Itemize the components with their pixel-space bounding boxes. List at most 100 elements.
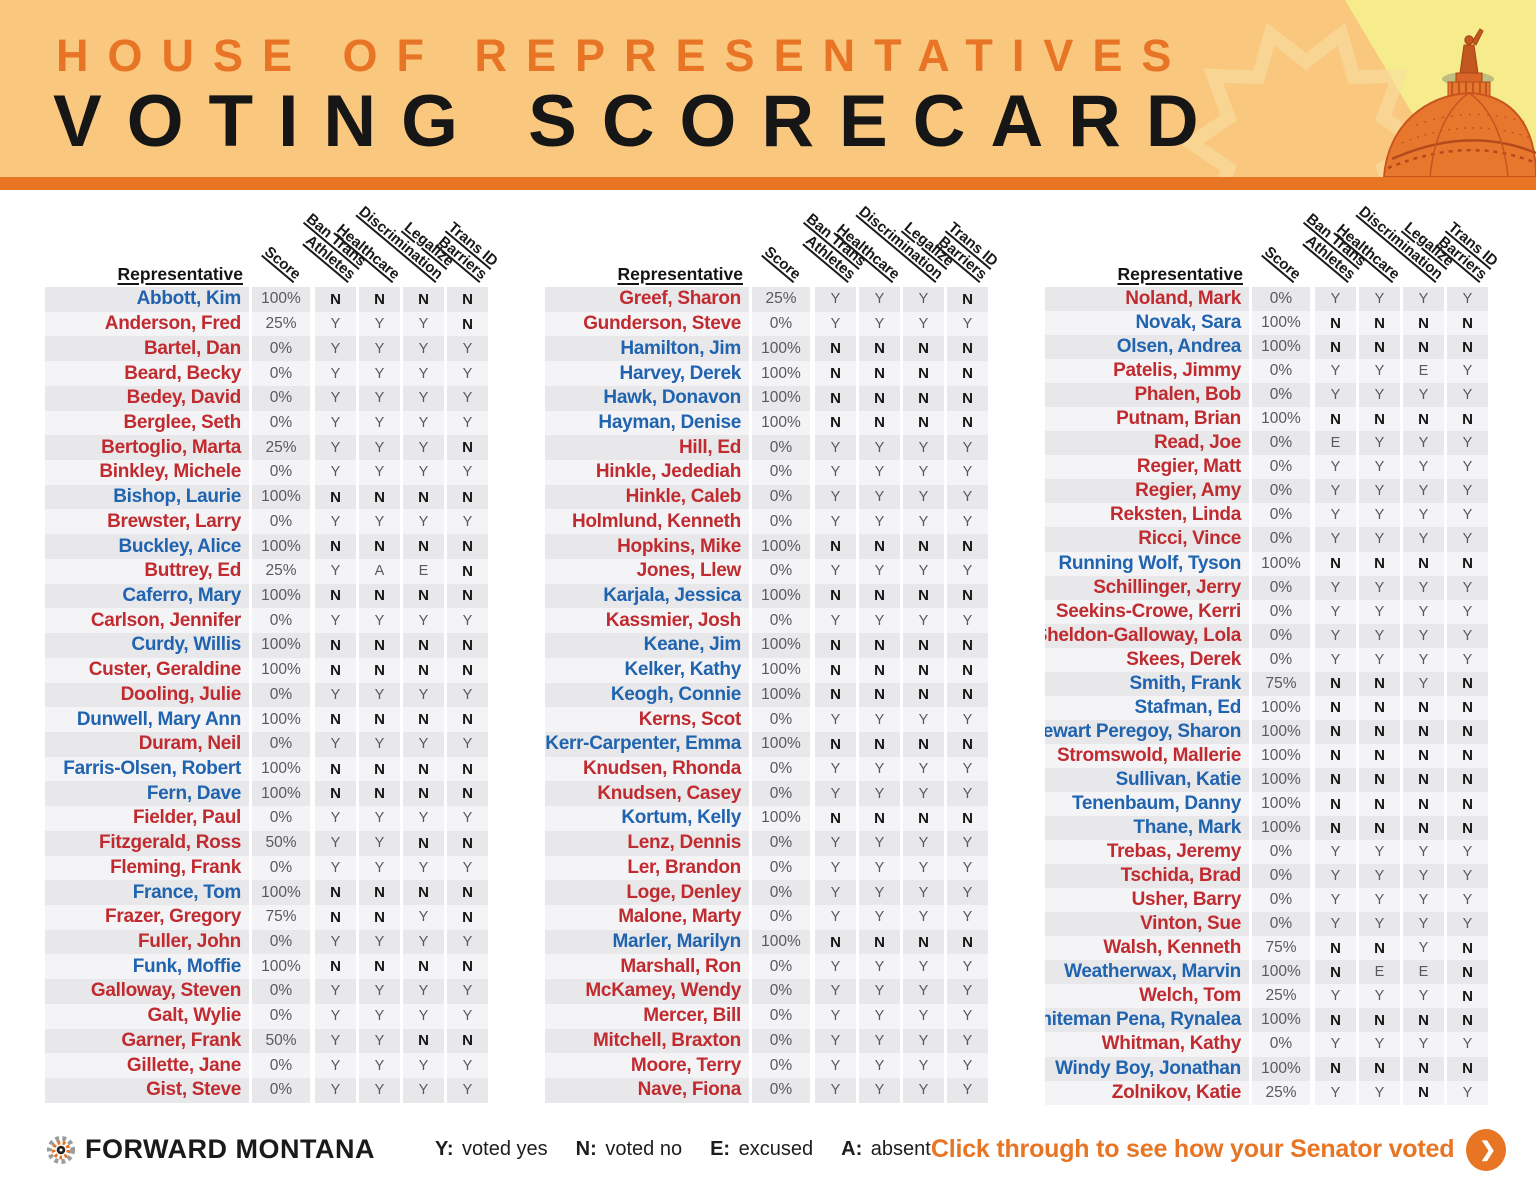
vote-value: N — [315, 657, 356, 683]
senator-scorecard-link[interactable]: Click through to see how your Senator vo… — [931, 1128, 1507, 1171]
representative-name: Sullivan, Katie — [1045, 767, 1249, 792]
vote-value: Y — [947, 435, 988, 461]
representative-name: Loge, Denley — [545, 880, 749, 905]
vote-value: N — [903, 385, 944, 411]
vote-value: Y — [1403, 936, 1444, 961]
vote-value: N — [859, 731, 900, 757]
legend-item: A: absent — [841, 1138, 931, 1161]
vote-value: N — [447, 657, 488, 683]
legend-label: absent — [865, 1138, 931, 1161]
table-row: Ricci, Vince 0% Y Y Y Y — [1045, 527, 1490, 552]
vote-value: N — [815, 583, 856, 609]
vote-value: Y — [1447, 479, 1488, 504]
score-value: 0% — [252, 731, 310, 757]
table-row: Funk, Moffie 100% N N N N — [45, 954, 490, 980]
table-row: France, Tom 100% N N N N — [45, 880, 490, 905]
vote-value: N — [447, 781, 488, 807]
vote-value: Y — [315, 1003, 356, 1029]
vote-value: Y — [403, 682, 444, 708]
vote-value: Y — [359, 361, 400, 386]
vote-value: Y — [947, 608, 988, 634]
representative-name: Bertoglio, Marta — [45, 435, 249, 461]
representative-name: Caferro, Mary — [45, 583, 249, 609]
table-row: Brewster, Larry 0% Y Y Y Y — [45, 509, 490, 535]
vote-value: N — [1315, 695, 1356, 720]
representative-name: Jones, Llew — [545, 558, 749, 584]
vote-value: Y — [1447, 623, 1488, 648]
score-value: 100% — [252, 781, 310, 807]
score-value: 0% — [752, 781, 810, 807]
vote-value: Y — [859, 904, 900, 930]
vote-value: N — [859, 385, 900, 411]
representative-name: Phalen, Bob — [1045, 383, 1249, 408]
vote-value: N — [359, 583, 400, 609]
vote-value: Y — [859, 880, 900, 905]
vote-value: Y — [359, 855, 400, 881]
vote-value: Y — [859, 756, 900, 782]
vote-value: E — [1359, 960, 1400, 985]
score-value: 0% — [1252, 623, 1310, 648]
score-value: 100% — [1252, 407, 1310, 432]
representative-name: Keane, Jim — [545, 633, 749, 658]
vote-value: Y — [1359, 1032, 1400, 1057]
vote-value: Y — [903, 435, 944, 461]
representative-name: Keogh, Connie — [545, 682, 749, 708]
vote-value: N — [447, 311, 488, 337]
vote-value: Y — [859, 830, 900, 856]
vote-value: N — [947, 633, 988, 658]
vote-value: N — [1403, 695, 1444, 720]
vote-value: Y — [315, 806, 356, 831]
vote-value: Y — [1447, 1080, 1488, 1105]
vote-value: N — [815, 336, 856, 362]
vote-value: Y — [815, 1053, 856, 1078]
vote-value: N — [359, 880, 400, 905]
vote-value: N — [1447, 335, 1488, 360]
vote-value: Y — [859, 1003, 900, 1029]
vote-value: Y — [315, 435, 356, 461]
vote-value: Y — [1315, 888, 1356, 913]
score-value: 75% — [1252, 671, 1310, 696]
table-row: Olsen, Andrea 100% N N N N — [1045, 335, 1490, 360]
vote-value: Y — [315, 385, 356, 411]
vote-value: N — [903, 336, 944, 362]
table-row: Hopkins, Mike 100% N N N N — [545, 534, 990, 559]
vote-value: Y — [1359, 575, 1400, 600]
score-value: 100% — [1252, 743, 1310, 768]
score-value: 0% — [252, 855, 310, 881]
vote-value: N — [359, 633, 400, 658]
vote-value: Y — [1403, 840, 1444, 865]
vote-value: Y — [859, 979, 900, 1004]
representative-name: Moore, Terry — [545, 1053, 749, 1078]
score-value: 100% — [752, 929, 810, 955]
representative-name: Patelis, Jimmy — [1045, 359, 1249, 384]
table-row: Abbott, Kim 100% N N N N — [45, 287, 490, 312]
score-value: 0% — [252, 979, 310, 1004]
score-value: 100% — [1252, 719, 1310, 744]
vote-value: N — [1315, 551, 1356, 576]
vote-value: N — [1403, 719, 1444, 744]
vote-value: Y — [1447, 455, 1488, 480]
vote-value: N — [447, 756, 488, 782]
vote-value: Y — [947, 460, 988, 485]
vote-value: N — [903, 731, 944, 757]
representative-name: Hayman, Denise — [545, 410, 749, 436]
vote-value: Y — [1403, 503, 1444, 528]
vote-value: Y — [903, 880, 944, 905]
vote-value: N — [403, 707, 444, 732]
representative-name: Olsen, Andrea — [1045, 335, 1249, 360]
score-value: 100% — [752, 583, 810, 609]
table-row: Skees, Derek 0% Y Y Y Y — [1045, 647, 1490, 672]
score-value: 100% — [752, 682, 810, 708]
table-row: Bishop, Laurie 100% N N N N — [45, 484, 490, 510]
vote-value: N — [447, 558, 488, 584]
arrow-right-icon[interactable]: ❯ — [1466, 1128, 1507, 1171]
table-row: Noland, Mark 0% Y Y Y Y — [1045, 287, 1490, 312]
representative-name: Regier, Amy — [1045, 479, 1249, 504]
representative-name: Anderson, Fred — [45, 311, 249, 337]
vote-value: N — [403, 633, 444, 658]
representative-name: Marler, Marilyn — [545, 929, 749, 955]
table-row: Berglee, Seth 0% Y Y Y Y — [45, 410, 490, 436]
vote-value: Y — [947, 880, 988, 905]
vote-value: N — [403, 781, 444, 807]
representative-name: Thane, Mark — [1045, 816, 1249, 841]
